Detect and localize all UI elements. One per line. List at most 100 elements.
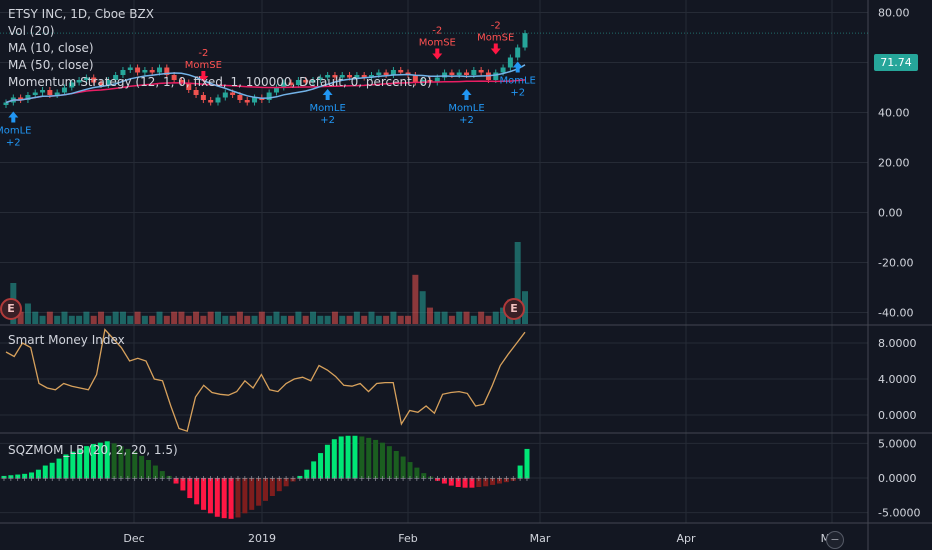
long-entry-arrow-icon — [322, 89, 333, 100]
grid — [0, 0, 868, 523]
sqz-bar — [379, 442, 385, 478]
candle — [91, 77, 97, 83]
sqz-y-tick-label: 0.0000 — [878, 472, 917, 485]
signal-label: MomLE — [448, 103, 484, 114]
signal-qty: -2 — [198, 48, 208, 59]
sqz-bar — [15, 474, 21, 478]
candle — [478, 70, 484, 73]
candle — [449, 72, 455, 75]
candle — [171, 75, 177, 80]
sqz-bar — [235, 478, 241, 518]
sqz-dot: + — [159, 474, 166, 483]
volume-bar — [361, 315, 368, 324]
sqz-dot: + — [35, 474, 42, 483]
candle — [215, 97, 221, 103]
sqz-bar — [256, 478, 262, 506]
volume-bar — [478, 311, 485, 324]
candle — [208, 100, 214, 103]
sqz-dot: + — [221, 474, 228, 483]
sqz-pane-title[interactable]: SQZMOM_LB (20, 2, 20, 1.5) — [8, 443, 178, 457]
sqz-bar — [104, 441, 110, 478]
sqz-bar — [297, 475, 303, 478]
sqz-bar — [159, 471, 165, 478]
sqz-bar — [414, 467, 420, 478]
candle — [434, 77, 440, 83]
candle — [252, 97, 258, 103]
smi-pane-title[interactable]: Smart Money Index — [8, 333, 125, 347]
earnings-marker[interactable]: E — [0, 298, 22, 320]
volume-bar — [331, 311, 338, 324]
candle — [25, 95, 31, 100]
candle — [222, 92, 228, 98]
sqz-dot: + — [338, 474, 345, 483]
candle — [507, 57, 513, 68]
candle — [347, 75, 353, 78]
symbol-title[interactable]: ETSY INC, 1D, Cboe BZX — [8, 7, 154, 21]
volume-bar — [105, 315, 112, 324]
y-tick-label: -40.00 — [878, 307, 913, 320]
sqz-bar — [249, 478, 255, 510]
sqz-dot: + — [496, 474, 503, 483]
volume-bar — [207, 311, 214, 324]
sqz-dot: + — [193, 474, 200, 483]
volume-bar — [266, 315, 273, 324]
signal-label: MomSE — [477, 33, 514, 44]
legend-volume[interactable]: Vol (20) — [8, 24, 55, 38]
sqz-bar — [201, 478, 207, 510]
sqz-bar — [180, 478, 186, 491]
main-legend: ETSY INC, 1D, Cboe BZX Vol (20) MA (10, … — [8, 6, 432, 91]
sqz-dot: + — [138, 474, 145, 483]
sqz-bar — [304, 469, 310, 478]
legend-ma10[interactable]: MA (10, close) — [8, 41, 94, 55]
volume-bar — [258, 311, 265, 324]
sqz-dot: + — [352, 474, 359, 483]
sqz-bar — [373, 439, 379, 478]
signal-label: MomLE — [0, 126, 32, 137]
sqz-bar — [455, 478, 461, 487]
strategy-signal — [198, 71, 209, 82]
volume-bar — [390, 311, 397, 324]
volume-bar — [500, 307, 507, 324]
volume-bar — [470, 315, 477, 324]
sqz-bar — [517, 465, 523, 478]
sqz-dot: + — [379, 474, 386, 483]
sqz-dot: + — [111, 474, 118, 483]
volume-bar — [112, 311, 119, 324]
earnings-marker[interactable]: E — [503, 298, 525, 320]
sqz-dot: + — [489, 474, 496, 483]
candle — [332, 75, 338, 78]
volume-bar — [368, 311, 375, 324]
sqz-dot: + — [242, 474, 249, 483]
candle — [339, 75, 345, 78]
legend-ma50[interactable]: MA (50, close) — [8, 58, 94, 72]
sqz-dot: + — [262, 474, 269, 483]
candle — [295, 80, 301, 85]
sqz-dot: + — [63, 474, 70, 483]
candle — [40, 90, 46, 93]
sqz-bar — [228, 478, 234, 519]
volume-bar — [68, 315, 75, 324]
candle — [149, 70, 155, 73]
volume-bar — [222, 315, 229, 324]
sqz-bar — [407, 462, 413, 478]
sqz-dot: + — [1, 474, 8, 483]
sqz-dot: + — [8, 474, 15, 483]
sqz-bar — [283, 478, 289, 487]
candle — [47, 90, 53, 95]
sqz-bar — [166, 475, 172, 478]
legend-momentum-strategy[interactable]: Momentum Strategy (12, 1, 0, fixed, 1, 1… — [8, 75, 432, 89]
volume-bar — [383, 315, 390, 324]
signal-qty: +2 — [320, 115, 335, 126]
candle — [398, 70, 404, 73]
sqz-dot: + — [276, 474, 283, 483]
signal-qty: +2 — [6, 138, 21, 149]
volume-bar — [419, 291, 426, 324]
candle — [281, 82, 287, 88]
strategy-signal — [490, 43, 501, 55]
zoom-out-icon[interactable]: − — [826, 531, 844, 549]
sqz-dot: + — [131, 474, 138, 483]
sqz-bar — [194, 478, 200, 505]
sqz-dot: + — [524, 474, 531, 483]
